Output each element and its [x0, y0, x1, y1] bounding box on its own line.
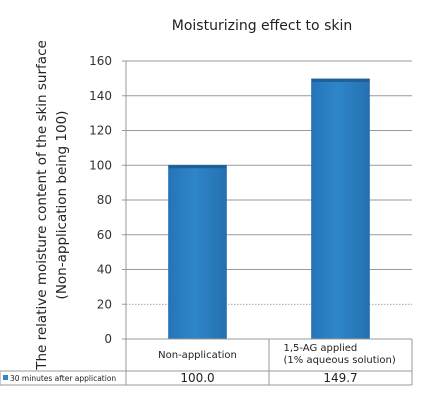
x-category-label: Non-application — [158, 350, 237, 361]
y-axis-label-line2: (Non-application being 100) — [54, 111, 70, 300]
y-tick-label: 140 — [89, 89, 112, 103]
x-category-label: (1% aqueous solution) — [284, 355, 396, 366]
data-table: Non-application 1,5-AG applied(1% aqueous… — [0, 61, 413, 386]
bar — [311, 78, 370, 340]
bars — [168, 78, 370, 340]
data-value-label: 149.7 — [323, 371, 357, 385]
bar-top-edge — [311, 78, 370, 82]
y-tick-label: 120 — [89, 124, 112, 138]
bar-top-edge — [168, 165, 227, 169]
bar — [168, 164, 227, 340]
y-axis-label-line1: The relative moisture content of the ski… — [34, 40, 50, 371]
y-tick-label: 100 — [89, 158, 112, 172]
y-tick-label: 160 — [89, 54, 112, 68]
y-tick-label: 0 — [104, 332, 112, 346]
legend-swatch — [3, 375, 8, 380]
y-tick-labels: 0 20 40 60 80 100 120 140 160 — [89, 54, 112, 346]
data-value-label: 100.0 — [180, 371, 214, 385]
y-tick-label: 20 — [97, 297, 112, 311]
y-tick-label: 80 — [97, 193, 112, 207]
chart-title: Moisturizing effect to skin — [172, 18, 352, 34]
y-tick-label: 40 — [97, 263, 112, 277]
legend-label: 30 minutes after application — [10, 374, 116, 383]
x-category-label: 1,5-AG applied — [284, 343, 358, 354]
y-tick-label: 60 — [97, 228, 112, 242]
